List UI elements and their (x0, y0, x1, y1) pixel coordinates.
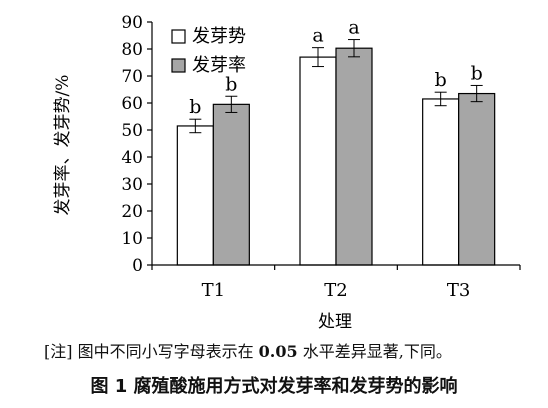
legend-label: 发芽势 (192, 26, 246, 47)
legend-swatch (171, 29, 186, 44)
y-axis: 0 10 20 30 40 50 60 70 80 90 (121, 13, 153, 276)
significance-letter: b (189, 96, 201, 118)
bar (422, 98, 460, 266)
bar (176, 125, 214, 266)
y-tick-label: 20 (121, 202, 143, 222)
significance-letter: a (348, 17, 359, 39)
bar (212, 103, 250, 266)
bar (458, 92, 496, 266)
y-tick-label: 50 (121, 121, 143, 141)
y-tick-label: 60 (121, 94, 143, 114)
significance-letter: b (435, 69, 447, 91)
footnote-value: 0.05 (258, 342, 298, 361)
bar (335, 47, 373, 266)
legend-label: 发芽率 (192, 55, 246, 76)
y-tick-label: 30 (121, 175, 143, 195)
footnote: [注] 图中不同小写字母表示在 0.05 水平差异显著,下同。 (44, 338, 452, 362)
y-tick-label: 40 (121, 148, 143, 168)
y-tick-label: 80 (121, 40, 143, 60)
figure-caption: 图 1 腐殖酸施用方式对发芽率和发芽势的影响 (90, 376, 458, 397)
x-axis: T1 T2 T3 (151, 264, 521, 301)
bars: b a b b a b (176, 17, 496, 266)
legend-swatch (171, 58, 186, 73)
y-tick-label: 10 (121, 229, 143, 249)
significance-letter: a (312, 25, 323, 47)
significance-letter: b (471, 62, 483, 84)
y-axis-title: 发芽率、发芽势/% (53, 75, 73, 216)
bar (299, 56, 337, 266)
y-tick-label: 70 (121, 67, 143, 87)
y-axis-title-group: 发芽率、发芽势/% (53, 75, 73, 216)
x-axis-title: 处理 (318, 312, 352, 332)
footnote-prefix: [注] 图中不同小写字母表示在 (44, 342, 259, 361)
x-tick-label: T2 (324, 280, 347, 301)
y-tick-label: 0 (132, 256, 143, 276)
significance-letter: b (225, 73, 237, 95)
y-tick-label: 90 (121, 13, 143, 33)
footnote-suffix: 水平差异显著,下同。 (297, 342, 452, 361)
x-tick-label: T1 (202, 280, 225, 301)
x-tick-label: T3 (447, 280, 470, 301)
